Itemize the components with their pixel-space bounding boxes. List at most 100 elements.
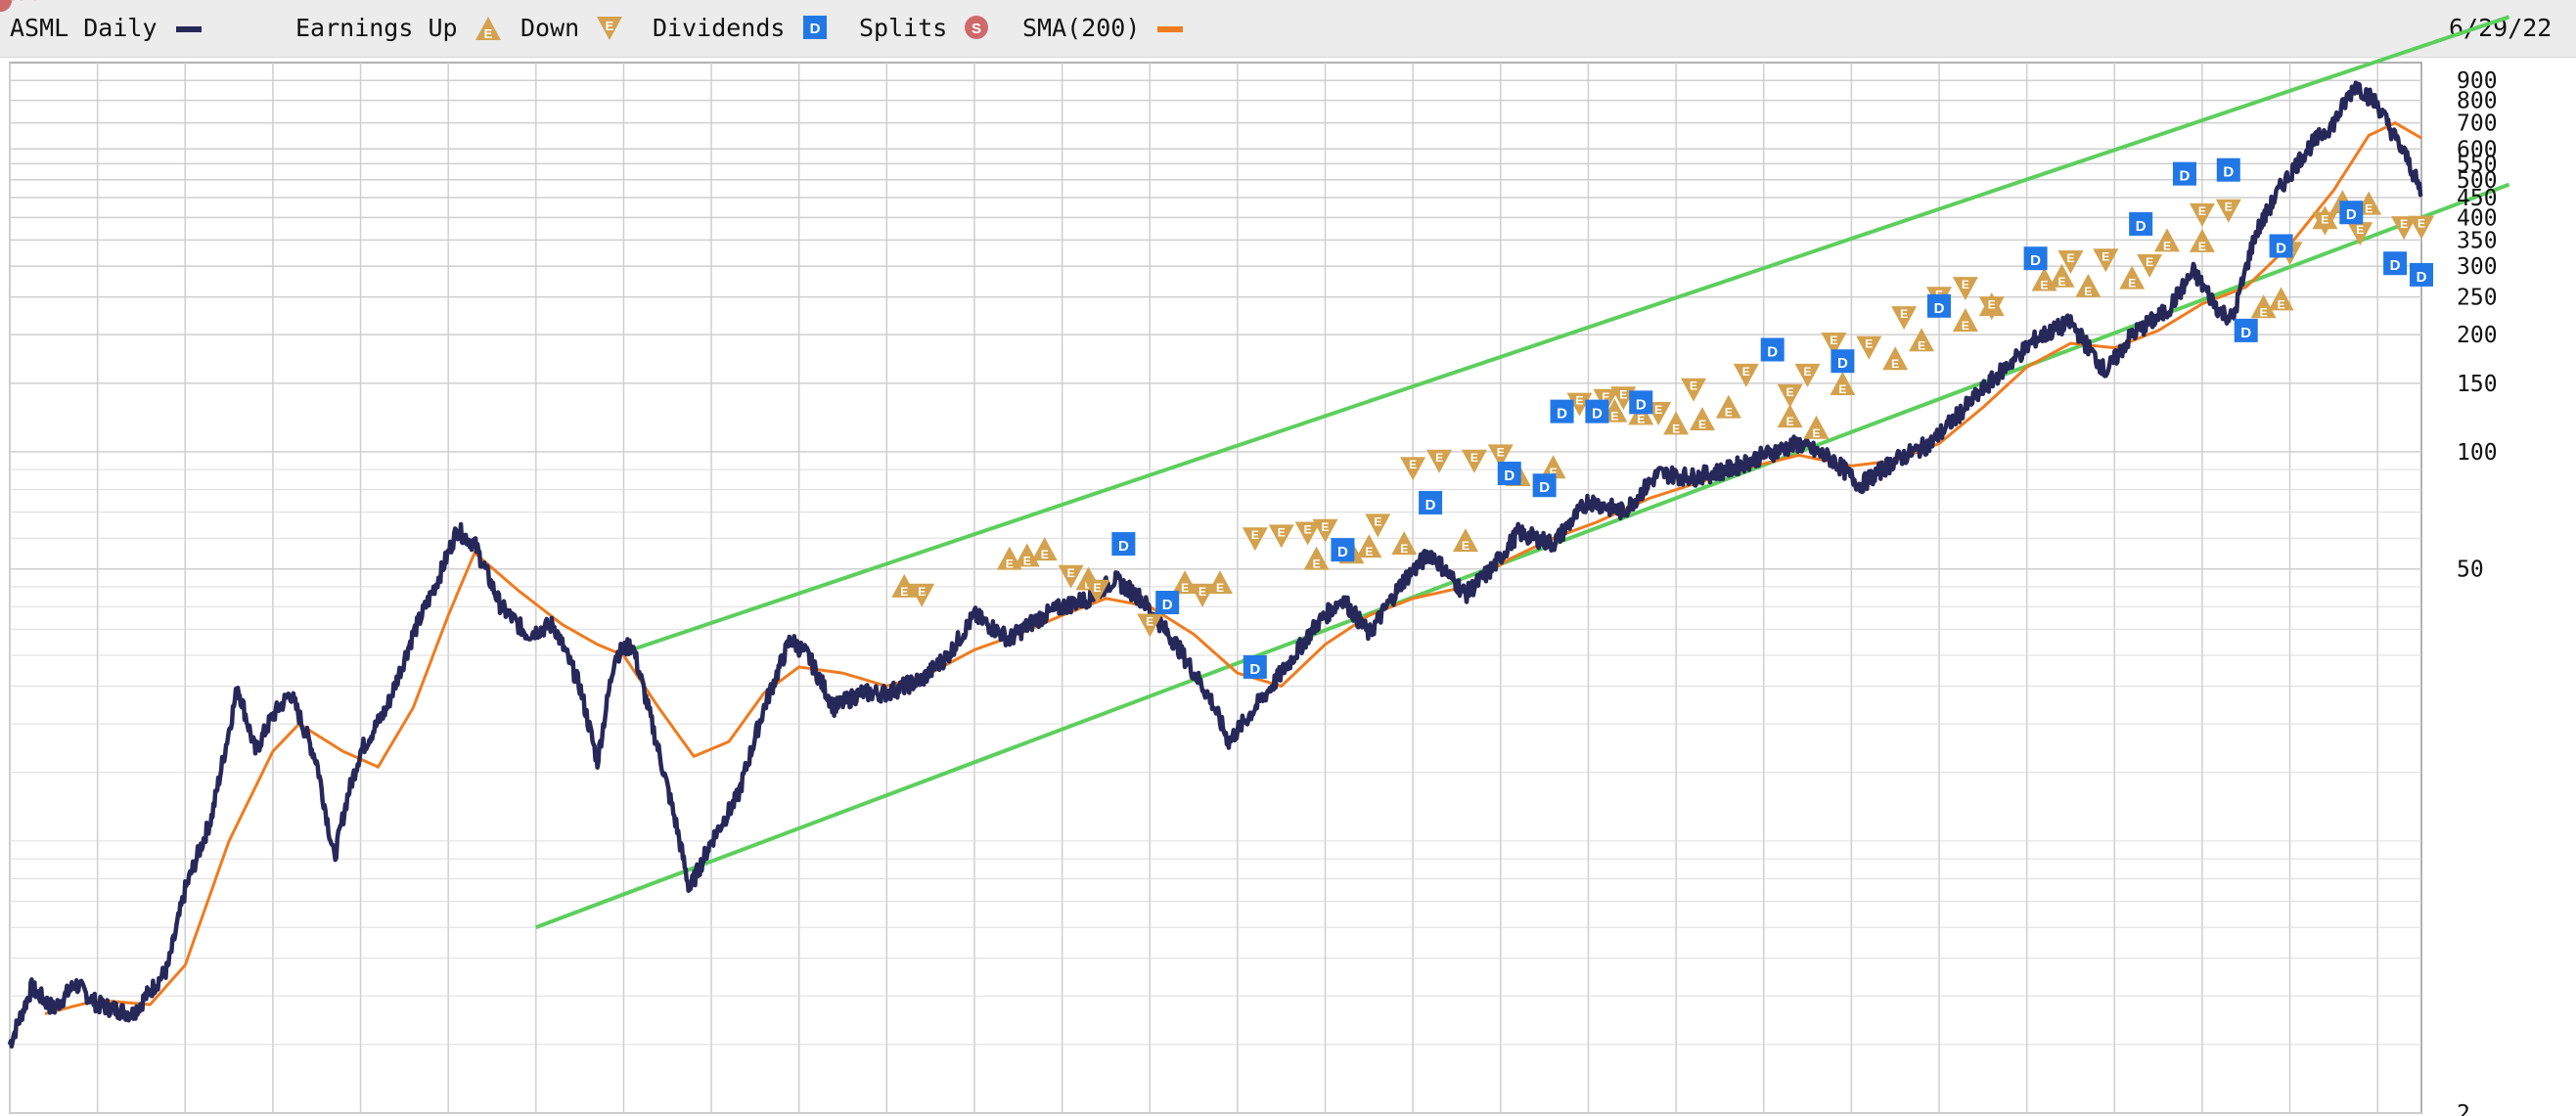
earnings-down-marker: E [1978, 296, 2005, 321]
svg-text:E: E [2066, 251, 2074, 265]
svg-text:E: E [1409, 458, 1417, 471]
y-tick-label: 450 [2457, 186, 2498, 211]
trend-channel-lines [535, 15, 2510, 930]
svg-text:E: E [1690, 379, 1697, 393]
svg-text:D: D [2136, 218, 2147, 235]
price-series-line [7, 80, 2423, 1049]
svg-text:E: E [1365, 545, 1373, 558]
dividend-marker: D [2172, 161, 2196, 186]
earnings-down-marker: E [2409, 215, 2434, 240]
svg-text:E: E [1962, 319, 1969, 333]
svg-text:E: E [1041, 548, 1049, 561]
earnings-up-marker: E [1014, 543, 1040, 567]
sma-swatch-icon [1157, 26, 1183, 32]
svg-text:E: E [1216, 581, 1224, 595]
y-tick-label: 900 [2457, 68, 2498, 94]
svg-text:E: E [1550, 466, 1558, 479]
svg-text:D: D [1837, 355, 1848, 372]
dividend-marker: D [2269, 234, 2293, 258]
earnings-down-marker: E [2093, 248, 2119, 273]
svg-text:E: E [1181, 581, 1189, 595]
svg-text:E: E [1313, 558, 1321, 571]
svg-text:E: E [1198, 585, 1206, 599]
svg-text:E: E [1962, 278, 1969, 291]
split-ratio-label: 77:100 [0, 0, 42, 6]
svg-text:D: D [2180, 168, 2191, 185]
earnings-down-marker: E [1733, 363, 1759, 387]
svg-text:D: D [2346, 206, 2357, 223]
svg-text:E: E [1900, 307, 1908, 321]
svg-text:E: E [2101, 249, 2109, 263]
svg-text:E: E [1146, 614, 1153, 628]
svg-text:E: E [1497, 445, 1505, 459]
svg-text:E: E [2418, 217, 2425, 231]
svg-text:E: E [1023, 554, 1031, 567]
earnings-up-marker: E [1303, 546, 1330, 571]
legend-sma-label: SMA(200) [1022, 14, 1141, 42]
earnings-down-marker: E [2347, 222, 2373, 246]
svg-text:E: E [1865, 337, 1873, 351]
svg-text:D: D [1249, 661, 1260, 678]
svg-text:E: E [1742, 365, 1750, 379]
earnings-up-marker: E [2049, 263, 2075, 289]
svg-text:E: E [2365, 202, 2373, 216]
svg-text:E: E [2278, 297, 2285, 311]
earnings-down-marker: E [2057, 249, 2084, 274]
earnings-up-marker: E [2075, 273, 2101, 298]
dividend-marker: D [1550, 399, 1574, 424]
svg-text:E: E [606, 19, 614, 33]
earnings-up-marker: E [1206, 570, 1233, 595]
earnings-up-marker: E [2189, 228, 2215, 253]
svg-text:E: E [1637, 412, 1645, 425]
earnings-down-marker: E [1821, 333, 1847, 357]
earnings-down-marker: E [1856, 335, 1882, 360]
legend-series-label: ASML Daily [10, 14, 158, 42]
square-D-icon: D [803, 16, 827, 39]
y-tick-label: 550 [2457, 152, 2498, 177]
legend-dividends-label: Dividends [653, 14, 786, 42]
earnings-up-marker: E [1356, 534, 1382, 558]
svg-text:E: E [2128, 277, 2136, 290]
earnings-down-marker: E [1794, 363, 1821, 387]
y-tick-label: 500 [2457, 168, 2498, 194]
dividend-marker: D [2129, 211, 2153, 236]
y-axis: 2501001502002503003504004505005506007008… [2457, 68, 2498, 1116]
svg-text:E: E [1698, 418, 1706, 431]
y-tick-label: 600 [2457, 137, 2498, 162]
svg-text:D: D [2390, 257, 2401, 274]
svg-text:D: D [1557, 406, 1567, 423]
svg-text:E: E [1093, 581, 1101, 595]
earnings-up-marker: E [2031, 267, 2057, 291]
earnings-down-marker: E [2215, 199, 2241, 223]
svg-text:D: D [2030, 252, 2041, 269]
earnings-up-marker: E [1689, 406, 1715, 431]
earnings-up-marker: E [996, 546, 1022, 571]
earnings-up-marker: E [1952, 308, 1978, 333]
earnings-up-marker: E [1391, 531, 1418, 556]
svg-text:E: E [2198, 204, 2206, 218]
svg-text:E: E [2084, 285, 2092, 298]
y-tick-label: 250 [2457, 286, 2498, 311]
legend-splits-label: Splits [859, 14, 948, 42]
earnings-down-marker: E [1400, 457, 1426, 481]
svg-text:E: E [2321, 213, 2328, 227]
dividend-marker: D [1243, 654, 1267, 679]
dividend-marker: D [2234, 318, 2258, 342]
earnings-down-marker: E [2391, 216, 2418, 241]
earnings-up-marker: E [1715, 394, 1741, 420]
svg-text:E: E [2356, 223, 2364, 237]
earnings-up-marker: E [1830, 372, 1856, 396]
svg-text:E: E [1067, 566, 1075, 580]
svg-text:E: E [1374, 514, 1381, 528]
channel-line-upper [622, 15, 2510, 655]
circle-S-icon: S [965, 16, 988, 39]
svg-text:E: E [1988, 297, 1996, 311]
y-tick-label: 350 [2457, 228, 2498, 253]
earnings-up-marker: E [1663, 411, 1690, 435]
earnings-up-marker: E [1909, 328, 1935, 352]
earnings-up-marker: E [1777, 404, 1803, 428]
svg-text:E: E [1654, 403, 1662, 417]
dividend-marker: D [2339, 201, 2364, 225]
svg-text:E: E [2163, 239, 2171, 252]
